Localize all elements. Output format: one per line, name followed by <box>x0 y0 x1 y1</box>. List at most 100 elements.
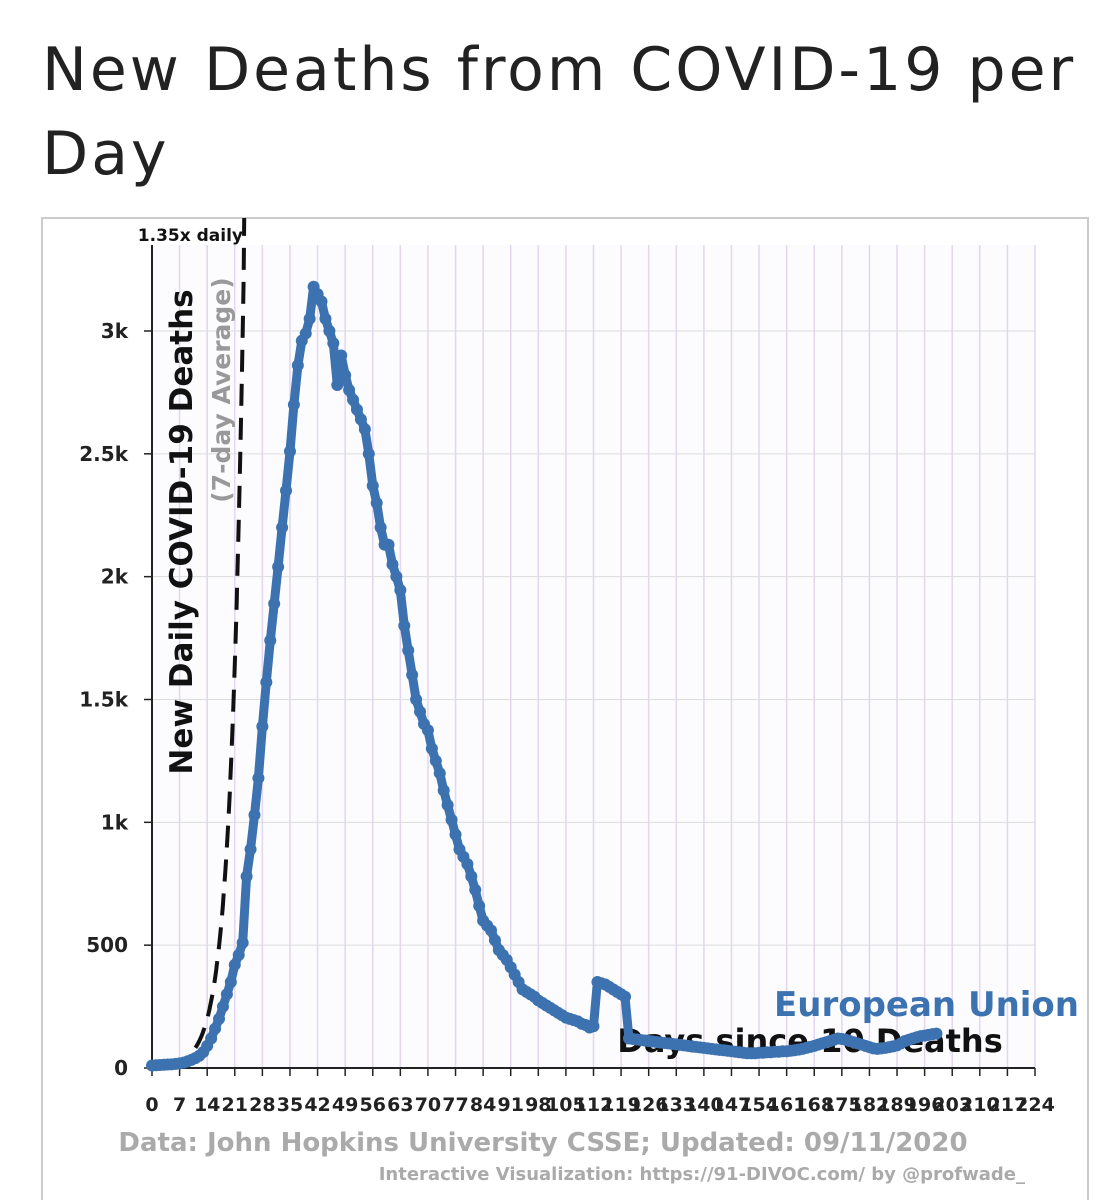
data-point <box>216 1000 229 1013</box>
data-point <box>248 808 261 821</box>
x-tick-label: 147 <box>712 1094 752 1116</box>
x-tick-label: 70 <box>415 1094 441 1116</box>
data-point <box>303 312 316 325</box>
data-point <box>354 413 367 426</box>
x-tick-label: 105 <box>546 1094 586 1116</box>
x-tick-label: 182 <box>850 1094 890 1116</box>
data-point <box>343 383 356 396</box>
credit-note: Interactive Visualization: https://91-DI… <box>379 1164 1025 1185</box>
y-tick-label: 2.5k <box>79 442 128 466</box>
reference-label: 1.35x daily <box>138 226 243 246</box>
data-point <box>449 828 462 841</box>
x-tick-label: 91 <box>497 1094 523 1116</box>
data-point <box>469 883 482 896</box>
data-point <box>209 1022 222 1035</box>
source-note: Data: John Hopkins University CSSE; Upda… <box>118 1128 967 1158</box>
data-point <box>213 1012 226 1025</box>
x-tick-label: 196 <box>905 1094 945 1116</box>
data-point <box>425 742 438 755</box>
x-tick-label: 14 <box>194 1094 220 1116</box>
x-tick-label: 49 <box>332 1094 358 1116</box>
x-tick-label: 210 <box>960 1094 1000 1116</box>
data-point <box>323 324 336 337</box>
data-point <box>429 754 442 767</box>
x-tick-label: 161 <box>767 1094 807 1116</box>
y-tick-label: 500 <box>86 933 128 957</box>
x-tick-label: 133 <box>656 1094 696 1116</box>
y-tick-label: 1k <box>101 810 129 834</box>
data-point <box>315 295 328 308</box>
data-point <box>358 423 371 436</box>
data-point <box>260 676 273 689</box>
data-point <box>220 988 233 1001</box>
data-point <box>433 767 446 780</box>
data-point <box>398 619 411 632</box>
x-tick-label: 175 <box>822 1094 862 1116</box>
x-tick-label: 217 <box>988 1094 1028 1116</box>
data-point <box>252 772 265 785</box>
y-tick-label: 2k <box>101 565 129 589</box>
data-point <box>374 521 387 534</box>
x-tick-label: 98 <box>525 1094 551 1116</box>
data-point <box>327 337 340 350</box>
x-tick-label: 35 <box>277 1094 303 1116</box>
y-tick-label: 0 <box>114 1056 128 1080</box>
data-point <box>291 359 304 372</box>
data-point <box>244 843 257 856</box>
data-point <box>256 720 269 733</box>
data-point <box>390 570 403 583</box>
y-axis-label: New Daily COVID-19 Deaths <box>164 289 200 774</box>
data-point <box>421 724 434 737</box>
x-tick-label: 77 <box>442 1094 468 1116</box>
data-point <box>350 403 363 416</box>
x-tick-label: 168 <box>794 1094 834 1116</box>
data-point <box>232 948 245 961</box>
data-point <box>461 858 474 871</box>
y-tick-label: 1.5k <box>79 687 128 711</box>
data-point <box>299 327 312 340</box>
y-tick-label: 3k <box>101 319 129 343</box>
x-tick-label: 63 <box>387 1094 413 1116</box>
x-tick-label: 189 <box>877 1094 917 1116</box>
x-tick-label: 119 <box>601 1094 641 1116</box>
x-tick-label: 224 <box>1015 1094 1055 1116</box>
data-point <box>370 496 383 509</box>
data-point <box>402 644 415 657</box>
data-point <box>437 784 450 797</box>
data-point <box>382 538 395 551</box>
data-point <box>619 990 632 1003</box>
chart-title: New Deaths from COVID-19 per Day <box>42 35 1077 189</box>
x-tick-label: 28 <box>249 1094 275 1116</box>
data-point <box>236 936 249 949</box>
data-point <box>268 597 281 610</box>
data-point <box>930 1027 943 1040</box>
data-point <box>587 1020 600 1033</box>
x-tick-label: 203 <box>932 1094 972 1116</box>
x-tick-label: 140 <box>684 1094 724 1116</box>
data-point <box>473 899 486 912</box>
data-point <box>366 479 379 492</box>
x-tick-label: 126 <box>629 1094 669 1116</box>
data-point <box>386 558 399 571</box>
data-point <box>406 668 419 681</box>
data-point <box>410 693 423 706</box>
y-axis-sublabel: (7-day Average) <box>207 277 236 502</box>
x-tick-label: 56 <box>360 1094 386 1116</box>
data-point <box>272 560 285 573</box>
x-tick-label: 21 <box>222 1094 248 1116</box>
data-point <box>485 924 498 937</box>
series-label: European Union <box>774 985 1079 1025</box>
data-point <box>488 934 501 947</box>
data-point <box>335 349 348 362</box>
data-point <box>287 398 300 411</box>
x-tick-label: 84 <box>470 1094 496 1116</box>
x-tick-label: 7 <box>173 1094 186 1116</box>
data-point <box>362 447 375 460</box>
data-point <box>276 521 289 534</box>
data-point <box>394 584 407 597</box>
data-point <box>205 1032 218 1045</box>
data-point <box>264 634 277 647</box>
x-tick-label: 112 <box>574 1094 614 1116</box>
data-point <box>331 379 344 392</box>
